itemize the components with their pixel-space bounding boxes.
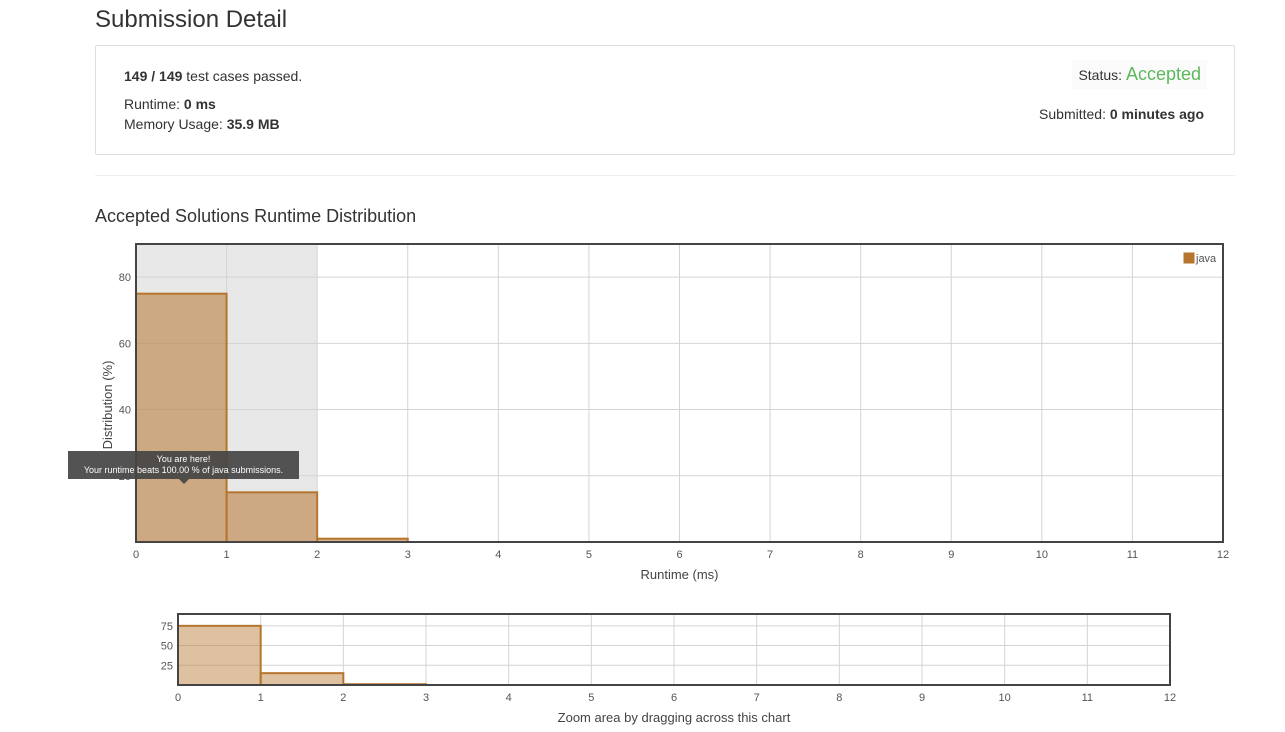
x-tick-label: 9: [948, 549, 954, 561]
runtime-line: Runtime: 0 ms: [124, 96, 216, 112]
passed-count: 149: [124, 68, 148, 84]
submitted-label: Submitted:: [1039, 106, 1106, 122]
test-cases-line: 149 / 149 test cases passed.: [124, 68, 302, 84]
y-tick-label: 75: [161, 621, 173, 633]
you-are-here-tooltip: You are here!Your runtime beats 100.00 %…: [68, 451, 299, 484]
x-tick-label: 4: [495, 549, 501, 561]
zoom-hint-label: Zoom area by dragging across this chart: [558, 710, 791, 725]
y-tick-label: 40: [119, 405, 131, 417]
tooltip-text: Your runtime beats 100.00 % of java subm…: [84, 465, 283, 475]
x-axis-label: Runtime (ms): [640, 567, 718, 582]
memory-value: 35.9 MB: [226, 116, 280, 132]
x-tick-label: 10: [1036, 549, 1048, 561]
x-tick-label: 6: [671, 692, 677, 704]
plot-frame: [135, 243, 1224, 543]
y-axis-label: Distribution (%): [100, 361, 115, 450]
tooltip-title: You are here!: [157, 454, 211, 464]
plot-frame: [177, 613, 1171, 686]
x-tick-label: 12: [1217, 549, 1229, 561]
status-value: Accepted: [1125, 64, 1201, 84]
runtime-label: Runtime:: [124, 96, 181, 112]
status-label: Status:: [1078, 67, 1123, 83]
submitted-line: Submitted: 0 minutes ago: [1039, 106, 1204, 122]
y-tick-label: 50: [161, 641, 173, 653]
legend-swatch: [1183, 252, 1195, 264]
passed-suffix: test cases passed.: [186, 68, 303, 84]
x-tick-label: 8: [836, 692, 842, 704]
x-tick-label: 9: [919, 692, 925, 704]
y-tick-label: 80: [119, 272, 131, 284]
x-tick-label: 4: [506, 692, 512, 704]
histogram-bar: [177, 624, 262, 686]
y-tick-label: 60: [119, 338, 131, 350]
section-divider: [95, 175, 1235, 176]
histogram-bar: [259, 672, 345, 687]
x-tick-label: 1: [258, 692, 264, 704]
x-tick-label: 10: [999, 692, 1011, 704]
legend-label: java: [1195, 253, 1217, 265]
memory-line: Memory Usage: 35.9 MB: [124, 116, 280, 132]
x-tick-label: 8: [858, 549, 864, 561]
x-tick-label: 1: [224, 549, 230, 561]
status-block: Status: Accepted: [1072, 60, 1207, 89]
chart-legend[interactable]: java: [1183, 252, 1217, 265]
x-tick-label: 7: [767, 549, 773, 561]
total-count: 149: [159, 68, 183, 84]
page-title: Submission Detail: [95, 6, 288, 33]
main-chart: 012345678910111220406080Runtime (ms)Dist…: [68, 243, 1229, 582]
histogram-bar: [135, 292, 228, 543]
x-tick-label: 3: [423, 692, 429, 704]
runtime-value: 0 ms: [183, 96, 216, 112]
x-tick-label: 5: [586, 549, 592, 561]
x-tick-label: 2: [340, 692, 346, 704]
submitted-value: 0 minutes ago: [1109, 106, 1204, 122]
x-tick-label: 3: [405, 549, 411, 561]
count-separator: /: [151, 68, 156, 84]
x-tick-label: 11: [1082, 692, 1093, 704]
memory-label: Memory Usage:: [124, 116, 223, 132]
x-tick-label: 2: [314, 549, 320, 561]
x-tick-label: 5: [588, 692, 594, 704]
tooltip-pointer: [179, 479, 189, 484]
x-tick-label: 0: [175, 692, 181, 704]
x-tick-label: 0: [133, 549, 139, 561]
submission-summary-panel: 149 / 149 test cases passed. Runtime: 0 …: [95, 45, 1235, 155]
tooltip-box: [68, 451, 299, 479]
x-tick-label: 11: [1127, 549, 1138, 561]
section-title: Accepted Solutions Runtime Distribution: [95, 206, 417, 226]
y-tick-label: 25: [161, 660, 173, 672]
x-tick-label: 6: [676, 549, 682, 561]
x-tick-label: 12: [1164, 692, 1176, 704]
histogram-bar: [225, 491, 319, 544]
x-tick-label: 7: [754, 692, 760, 704]
